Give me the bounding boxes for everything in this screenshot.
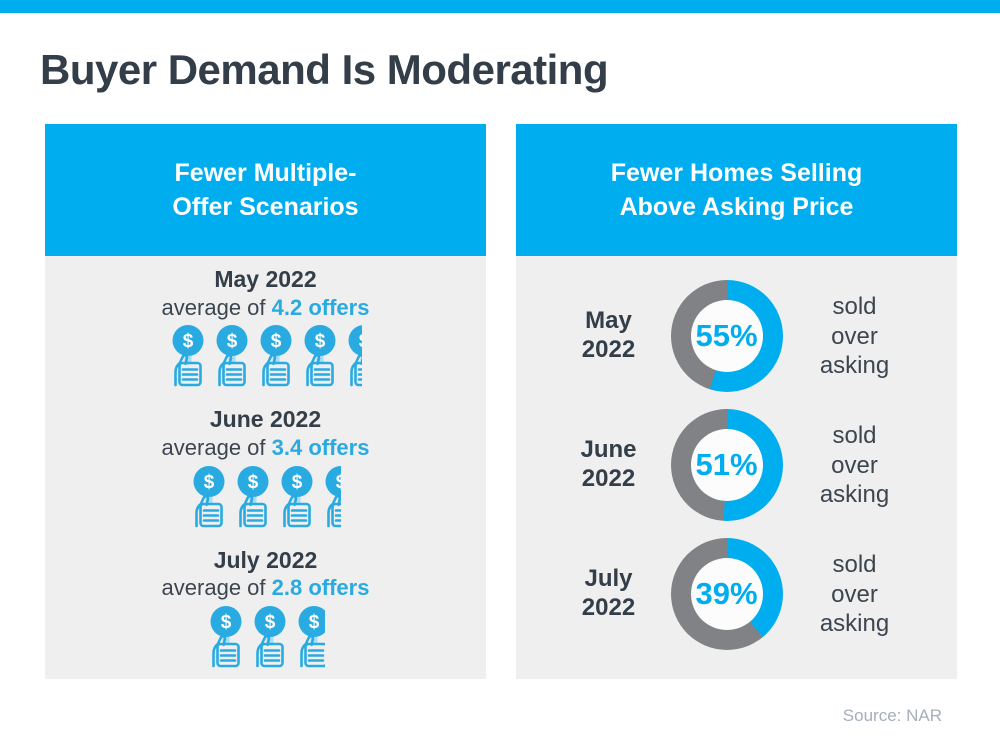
donut-row: May 2022 55% sold over asking xyxy=(516,280,957,393)
panel-header-line: Fewer Homes Selling xyxy=(610,159,863,188)
money-thumbs-up-icon: $ xyxy=(251,605,289,670)
donut-month-label: May 2022 xyxy=(571,307,647,365)
multiple-offers-panel: Fewer Multiple- Offer Scenarios May 2022… xyxy=(45,124,486,680)
donut-caption-line: sold xyxy=(832,422,877,450)
offer-month-label: May 2022 xyxy=(214,266,317,293)
svg-text:$: $ xyxy=(227,331,238,352)
donut-hole xyxy=(690,558,763,631)
svg-text:$: $ xyxy=(248,472,259,493)
donut-caption-line: asking xyxy=(819,351,890,379)
offer-icons-row: $ $ $ $ xyxy=(45,465,486,530)
offer-average-prefix: average of xyxy=(161,575,272,601)
panels-container: Fewer Multiple- Offer Scenarios May 2022… xyxy=(45,124,957,680)
offer-icons-row: $ $ $ xyxy=(45,605,486,670)
sold-over-asking-panel-header: Fewer Homes Selling Above Asking Price xyxy=(516,124,957,257)
donut-caption: sold over asking xyxy=(807,550,903,638)
donut-caption-line: over xyxy=(831,451,878,479)
top-accent-bar xyxy=(0,0,1000,13)
sold-over-asking-panel: Fewer Homes Selling Above Asking Price M… xyxy=(516,124,957,680)
page-title: Buyer Demand Is Moderating xyxy=(40,46,609,93)
svg-text:$: $ xyxy=(308,612,319,633)
offer-average-value: 3.4 offers xyxy=(271,435,370,461)
offer-average-prefix: average of xyxy=(161,294,272,320)
donut-caption-line: sold xyxy=(832,293,877,321)
offer-month-label: June 2022 xyxy=(209,406,322,433)
donut-caption-line: over xyxy=(831,580,878,608)
svg-text:$: $ xyxy=(183,331,194,352)
money-thumbs-up-icon-partial: $ xyxy=(345,325,362,389)
donut-caption-line: sold xyxy=(832,551,877,579)
donut-month-line: 2022 xyxy=(581,465,636,493)
sold-over-asking-panel-body: May 2022 55% sold over asking June 2022 51% sold o… xyxy=(516,256,957,680)
money-thumbs-up-icon: $ xyxy=(278,465,316,530)
donut-month-line: June xyxy=(580,436,637,464)
multiple-offers-panel-header: Fewer Multiple- Offer Scenarios xyxy=(45,124,486,257)
svg-text:$: $ xyxy=(315,331,326,352)
svg-text:$: $ xyxy=(204,472,215,493)
donut-hole xyxy=(690,429,763,502)
offer-row: July 2022 average of 2.8 offers $ $ $ xyxy=(45,546,486,670)
donut-percent-label: 51% xyxy=(695,447,758,483)
money-thumbs-up-icon: $ xyxy=(234,465,272,530)
offer-average-line: average of 2.8 offers xyxy=(45,574,486,602)
money-thumbs-up-icon-partial: $ xyxy=(295,605,325,670)
source-note: Source: NAR xyxy=(842,706,942,726)
donut-row: June 2022 51% sold over asking xyxy=(516,409,957,522)
donut-month-line: July xyxy=(584,565,633,593)
donut-month-label: June 2022 xyxy=(571,436,647,494)
donut-month-line: 2022 xyxy=(581,594,636,622)
money-thumbs-up-icon-partial: $ xyxy=(322,465,341,530)
money-thumbs-up-icon: $ xyxy=(169,325,207,389)
donut-caption-line: asking xyxy=(819,609,890,637)
donut-caption-line: over xyxy=(831,322,878,350)
money-thumbs-up-icon: $ xyxy=(190,465,228,530)
svg-text:$: $ xyxy=(336,472,341,493)
offer-average-value: 4.2 offers xyxy=(271,294,370,320)
money-thumbs-up-icon: $ xyxy=(207,605,245,670)
donut-caption: sold over asking xyxy=(807,292,903,380)
panel-header-line: Offer Scenarios xyxy=(172,193,359,222)
donut-caption-line: asking xyxy=(819,480,890,508)
donut-percent-label: 55% xyxy=(695,318,758,354)
offer-average-line: average of 4.2 offers xyxy=(45,294,486,322)
panel-header-line: Fewer Multiple- xyxy=(174,159,357,188)
money-thumbs-up-icon: $ xyxy=(257,325,295,389)
donut-chart: 39% xyxy=(670,538,783,651)
svg-text:$: $ xyxy=(220,612,231,633)
donut-month-label: July 2022 xyxy=(571,565,647,623)
panel-header-line: Above Asking Price xyxy=(619,193,854,222)
money-thumbs-up-icon: $ xyxy=(213,325,251,389)
offer-icons-row: $ $ $ $ $ xyxy=(45,325,486,389)
offer-average-value: 2.8 offers xyxy=(271,575,370,601)
donut-month-line: May xyxy=(585,307,632,335)
donut-row: July 2022 39% sold over asking xyxy=(516,538,957,651)
svg-text:$: $ xyxy=(264,612,275,633)
svg-text:$: $ xyxy=(359,331,362,352)
money-thumbs-up-icon: $ xyxy=(301,325,339,389)
donut-percent-label: 39% xyxy=(695,576,758,612)
donut-chart: 51% xyxy=(670,409,783,522)
offer-month-label: July 2022 xyxy=(213,546,318,573)
svg-text:$: $ xyxy=(271,331,282,352)
svg-text:$: $ xyxy=(292,472,303,493)
donut-month-line: 2022 xyxy=(581,336,636,364)
donut-caption: sold over asking xyxy=(807,421,903,509)
donut-chart: 55% xyxy=(670,280,783,393)
donut-hole xyxy=(690,300,763,373)
offer-average-line: average of 3.4 offers xyxy=(45,434,486,462)
offer-average-prefix: average of xyxy=(161,435,272,461)
